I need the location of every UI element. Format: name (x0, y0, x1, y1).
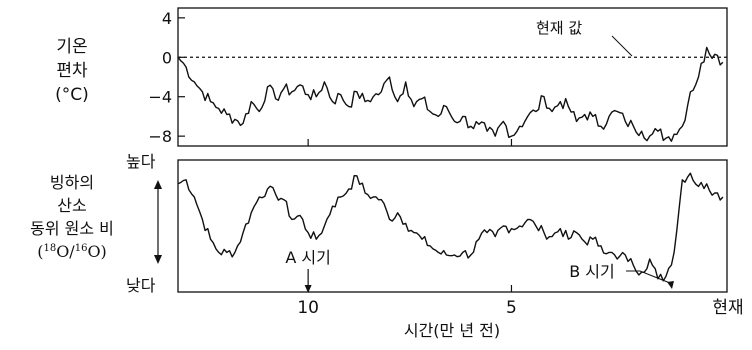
isotope-arrow-up-head (154, 180, 162, 189)
present-value-leader-line (611, 35, 633, 57)
isotope-low-label: 낮다 (126, 276, 156, 295)
present-value-label: 현재 값 (536, 19, 582, 37)
temperature-y-tick-label: −4 (148, 88, 172, 107)
isotope-label-part: ( (37, 242, 43, 261)
isotope-mass-number: 16 (75, 243, 88, 254)
isotope-axis-label-line: 산소 (57, 196, 86, 215)
period-a-arrow-head (304, 285, 312, 293)
isotope-label-part: O/ (56, 242, 75, 261)
isotope-axis-label-line: 빙하의 (50, 173, 94, 192)
time-x-tick-label: 5 (506, 298, 517, 318)
period-annotations: A 시기 B 시기 (285, 248, 674, 293)
temperature-y-tick-label: −8 (148, 127, 172, 146)
isotope-axis-label-line: (18O/16O) (37, 242, 107, 261)
present-value-callout: 현재 값 (536, 19, 633, 57)
isotope-series-line (177, 172, 724, 282)
temperature-axis-label-line: (°C) (55, 85, 89, 105)
temperature-series-line (177, 46, 724, 142)
temperature-y-tick-label: 4 (162, 9, 172, 28)
time-axis-title: 시간(만 년 전) (404, 321, 500, 340)
isotope-label-part: O) (87, 242, 106, 261)
isotope-axis-label-line: 동위 원소 비 (30, 219, 114, 238)
time-x-ticks: 10 5 현재 (297, 139, 744, 318)
isotope-arrow-down-head (154, 255, 162, 264)
isotope-plot-frame (177, 159, 728, 293)
period-a-label: A 시기 (285, 248, 330, 267)
period-b-leader (626, 270, 671, 284)
temperature-axis-label-line: 편차 (56, 61, 88, 81)
temperature-axis-label-line: 기온 (56, 37, 87, 57)
isotope-mass-number: 18 (43, 243, 56, 254)
temperature-plot-frame (177, 7, 728, 147)
period-b-label: B 시기 (569, 262, 615, 281)
time-x-tick-label: 10 (297, 298, 319, 318)
temperature-y-ticks: 4 0 −4 −8 (148, 9, 185, 146)
isotope-high-label: 높다 (126, 152, 156, 171)
temperature-y-tick-label: 0 (162, 48, 172, 67)
time-x-tick-label: 현재 (712, 298, 743, 318)
period-b-arrow-head (667, 281, 674, 289)
